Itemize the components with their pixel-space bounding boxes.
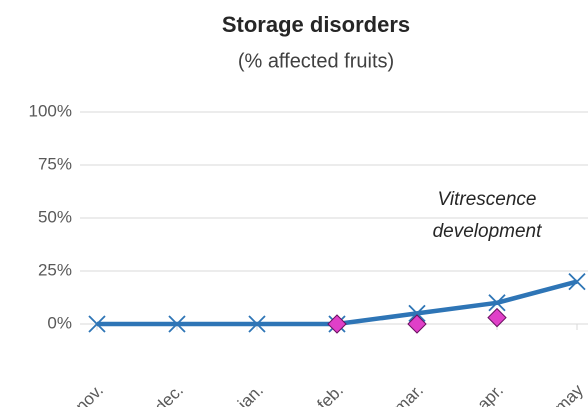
marker: [248, 315, 266, 333]
marker: [88, 315, 106, 333]
x-tick-label: feb.: [314, 381, 347, 407]
y-tick-label: 0%: [47, 313, 72, 332]
x-tick-label: may: [551, 380, 587, 407]
marker: [488, 294, 506, 312]
x-tick-label: dec.: [151, 381, 187, 407]
marker: [408, 304, 426, 323]
marker: [327, 314, 347, 334]
x-tick-label: jan.: [233, 381, 267, 407]
annotation: Vitrescence: [438, 189, 537, 210]
chart-subtitle: (% affected fruits): [238, 50, 394, 72]
marker: [568, 272, 586, 291]
marker: [407, 314, 427, 334]
y-tick-label: 25%: [38, 260, 72, 279]
x-tick-label: nov.: [72, 381, 107, 407]
chart-title: Storage disorders: [222, 12, 410, 37]
marker: [168, 315, 186, 333]
x-tick-label: apr.: [474, 381, 507, 407]
y-tick-label: 75%: [38, 154, 72, 173]
marker: [487, 307, 507, 328]
annotation: development: [433, 221, 543, 242]
x-tick-label: mar.: [390, 381, 427, 407]
y-tick-label: 50%: [38, 207, 72, 226]
y-tick-label: 100%: [29, 101, 72, 120]
